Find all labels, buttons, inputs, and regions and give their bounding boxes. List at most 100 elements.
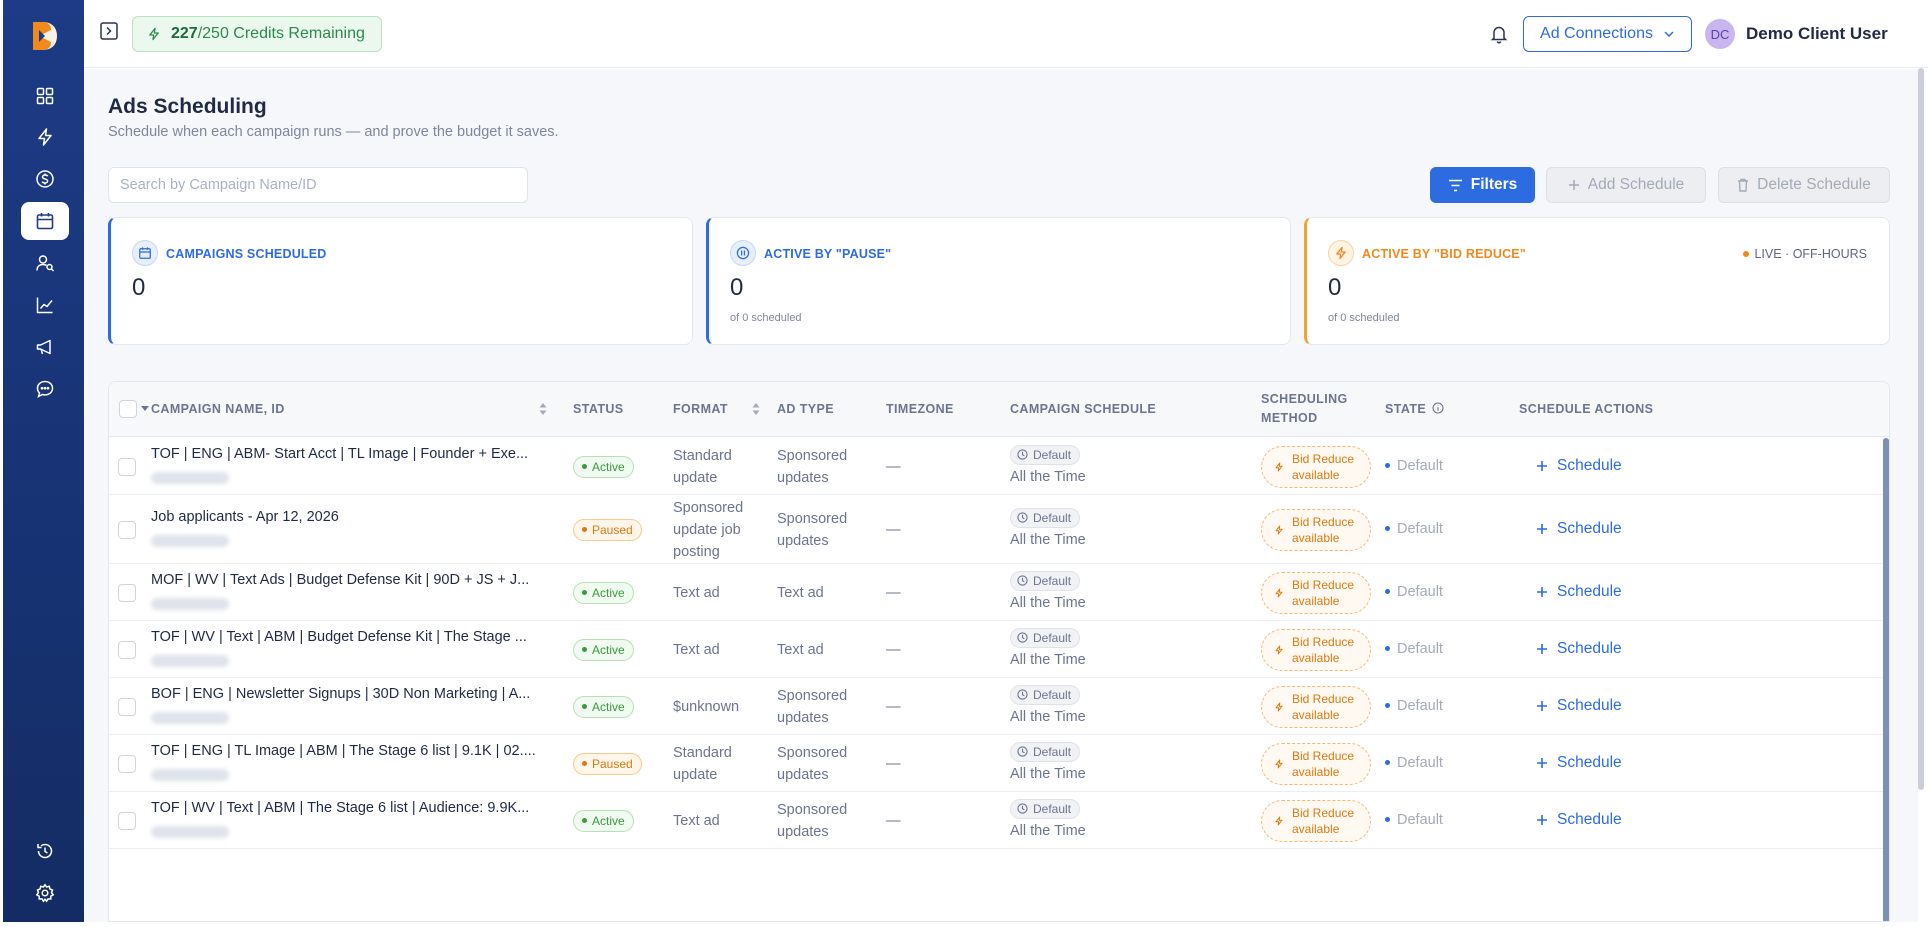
row-checkbox[interactable]: [118, 583, 136, 602]
campaign-name[interactable]: Job applicants - Apr 12, 2026: [151, 508, 339, 525]
row-checkbox[interactable]: [118, 811, 136, 830]
sort-icon[interactable]: [752, 403, 760, 415]
campaign-name[interactable]: TOF | ENG | ABM- Start Acct | TL Image |…: [151, 445, 529, 462]
format-cell: Standard update: [673, 445, 732, 489]
row-checkbox[interactable]: [118, 754, 136, 773]
ad-type-cell: Sponsored updates: [777, 742, 847, 786]
campaign-id-redacted: [151, 597, 229, 610]
table-header: CAMPAIGN NAME, ID STATUS FORMAT AD TYPE …: [109, 382, 1889, 437]
search-input[interactable]: [108, 167, 528, 203]
ad-type-cell: Sponsored updates: [777, 685, 847, 729]
table-row[interactable]: MOF | WV | Text Ads | Budget Defense Kit…: [109, 564, 1889, 621]
scrollbar-thumb[interactable]: [1883, 438, 1889, 921]
schedule-action-label: Schedule: [1557, 639, 1622, 657]
campaign-name[interactable]: TOF | ENG | TL Image | ABM | The Stage 6…: [151, 742, 536, 759]
nav-dashboard[interactable]: [21, 77, 69, 115]
filters-button[interactable]: Filters: [1430, 167, 1535, 203]
user-name[interactable]: Demo Client User: [1746, 24, 1888, 43]
credits-badge: 227/250 Credits Remaining: [132, 16, 382, 52]
nav-analytics[interactable]: [21, 286, 69, 324]
nav-settings[interactable]: [21, 874, 69, 912]
bid-reduce-chip[interactable]: Bid Reduce available: [1261, 628, 1371, 671]
status-dot: [582, 761, 587, 766]
nav-automation[interactable]: [21, 118, 69, 156]
table-row[interactable]: TOF | WV | Text | ABM | Budget Defense K…: [109, 621, 1889, 678]
table-row[interactable]: TOF | WV | Text | ABM | The Stage 6 list…: [109, 792, 1889, 849]
format-line: update: [673, 766, 718, 783]
nav-campaigns[interactable]: [21, 328, 69, 366]
col-format[interactable]: FORMAT: [673, 402, 728, 416]
bid-reduce-chip[interactable]: Bid Reduce available: [1261, 508, 1371, 551]
state-dot: [1385, 463, 1390, 468]
ad-connections-label: Ad Connections: [1540, 25, 1653, 42]
ad-connections-button[interactable]: Ad Connections: [1523, 16, 1692, 52]
chat-icon: [36, 380, 54, 398]
schedule-text: All the Time: [1010, 651, 1086, 668]
avatar[interactable]: DC: [1705, 19, 1735, 49]
schedule-action-button[interactable]: Schedule: [1536, 640, 1622, 658]
schedule-action-button[interactable]: Schedule: [1536, 754, 1622, 772]
ad-type-line: updates: [777, 469, 829, 486]
table-row[interactable]: TOF | ENG | TL Image | ABM | The Stage 6…: [109, 735, 1889, 792]
nav-audiences[interactable]: [21, 244, 69, 282]
campaign-name[interactable]: TOF | WV | Text | ABM | The Stage 6 list…: [151, 799, 530, 816]
add-schedule-button[interactable]: Add Schedule: [1546, 167, 1706, 203]
nav-budget[interactable]: [21, 160, 69, 198]
nav-support[interactable]: [21, 370, 69, 408]
schedule-pill-label: Default: [1033, 510, 1072, 525]
state-label: Default: [1397, 457, 1443, 474]
campaign-name[interactable]: TOF | WV | Text | ABM | Budget Defense K…: [151, 628, 527, 645]
nav-history[interactable]: [21, 832, 69, 870]
caret-down-icon[interactable]: [141, 406, 149, 412]
select-all-checkbox[interactable]: [119, 400, 137, 418]
clock-icon: [1017, 632, 1028, 643]
status-badge: Active: [573, 695, 634, 718]
table-row[interactable]: Job applicants - Apr 12, 2026 Paused Spons…: [109, 495, 1889, 564]
table-row[interactable]: TOF | ENG | ABM- Start Acct | TL Image |…: [109, 438, 1889, 495]
bid-reduce-chip[interactable]: Bid Reduce available: [1261, 742, 1371, 785]
bid-reduce-chip[interactable]: Bid Reduce available: [1261, 445, 1371, 488]
status-label: Active: [592, 699, 625, 714]
schedule-action-button[interactable]: Schedule: [1536, 811, 1622, 829]
info-icon[interactable]: [1432, 402, 1444, 414]
col-campaign-name[interactable]: CAMPAIGN NAME, ID: [151, 400, 285, 419]
bid-reduce-chip[interactable]: Bid Reduce available: [1261, 571, 1371, 614]
schedule-action-label: Schedule: [1557, 810, 1622, 828]
bid-reduce-chip[interactable]: Bid Reduce available: [1261, 685, 1371, 728]
page-scrollbar[interactable]: [1918, 68, 1924, 922]
row-checkbox[interactable]: [118, 520, 136, 539]
schedule-action-button[interactable]: Schedule: [1536, 520, 1622, 538]
bell-icon[interactable]: [1490, 24, 1508, 44]
history-icon: [37, 843, 53, 859]
schedule-action-button[interactable]: Schedule: [1536, 583, 1622, 601]
bid-reduce-chip[interactable]: Bid Reduce available: [1261, 799, 1371, 842]
status-label: Paused: [592, 522, 633, 537]
logo-icon[interactable]: [31, 20, 59, 52]
campaign-name[interactable]: BOF | ENG | Newsletter Signups | 30D Non…: [151, 685, 531, 702]
row-checkbox[interactable]: [118, 697, 136, 716]
col-timezone: TIMEZONE: [886, 402, 954, 416]
campaign-name[interactable]: MOF | WV | Text Ads | Budget Defense Kit…: [151, 571, 530, 588]
clock-icon: [1017, 803, 1028, 814]
sort-icon[interactable]: [539, 403, 547, 415]
schedule-action-button[interactable]: Schedule: [1536, 697, 1622, 715]
col-label: STATE: [1385, 402, 1427, 416]
table-row[interactable]: BOF | ENG | Newsletter Signups | 30D Non…: [109, 678, 1889, 735]
page-scrollbar-thumb[interactable]: [1918, 68, 1924, 790]
status-label: Active: [592, 642, 625, 657]
nav-scheduling[interactable]: [21, 202, 69, 240]
status-badge: Paused: [573, 518, 642, 541]
row-checkbox[interactable]: [118, 457, 136, 476]
main-content: Ads Scheduling Schedule when each campai…: [84, 69, 1918, 922]
plus-icon: [1537, 460, 1547, 471]
table-scrollbar[interactable]: [1883, 438, 1889, 921]
status-dot: [582, 527, 587, 532]
chevron-down-icon: [1664, 31, 1674, 38]
col-label: CAMPAIGN NAME, ID: [151, 402, 285, 416]
status-badge: Paused: [573, 752, 642, 775]
delete-schedule-button[interactable]: Delete Schedule: [1718, 167, 1890, 203]
row-checkbox[interactable]: [118, 640, 136, 659]
schedule-action-button[interactable]: Schedule: [1536, 457, 1622, 475]
sidebar-toggle-icon[interactable]: [100, 22, 118, 40]
live-indicator: LIVE · OFF-HOURS: [1743, 247, 1867, 261]
